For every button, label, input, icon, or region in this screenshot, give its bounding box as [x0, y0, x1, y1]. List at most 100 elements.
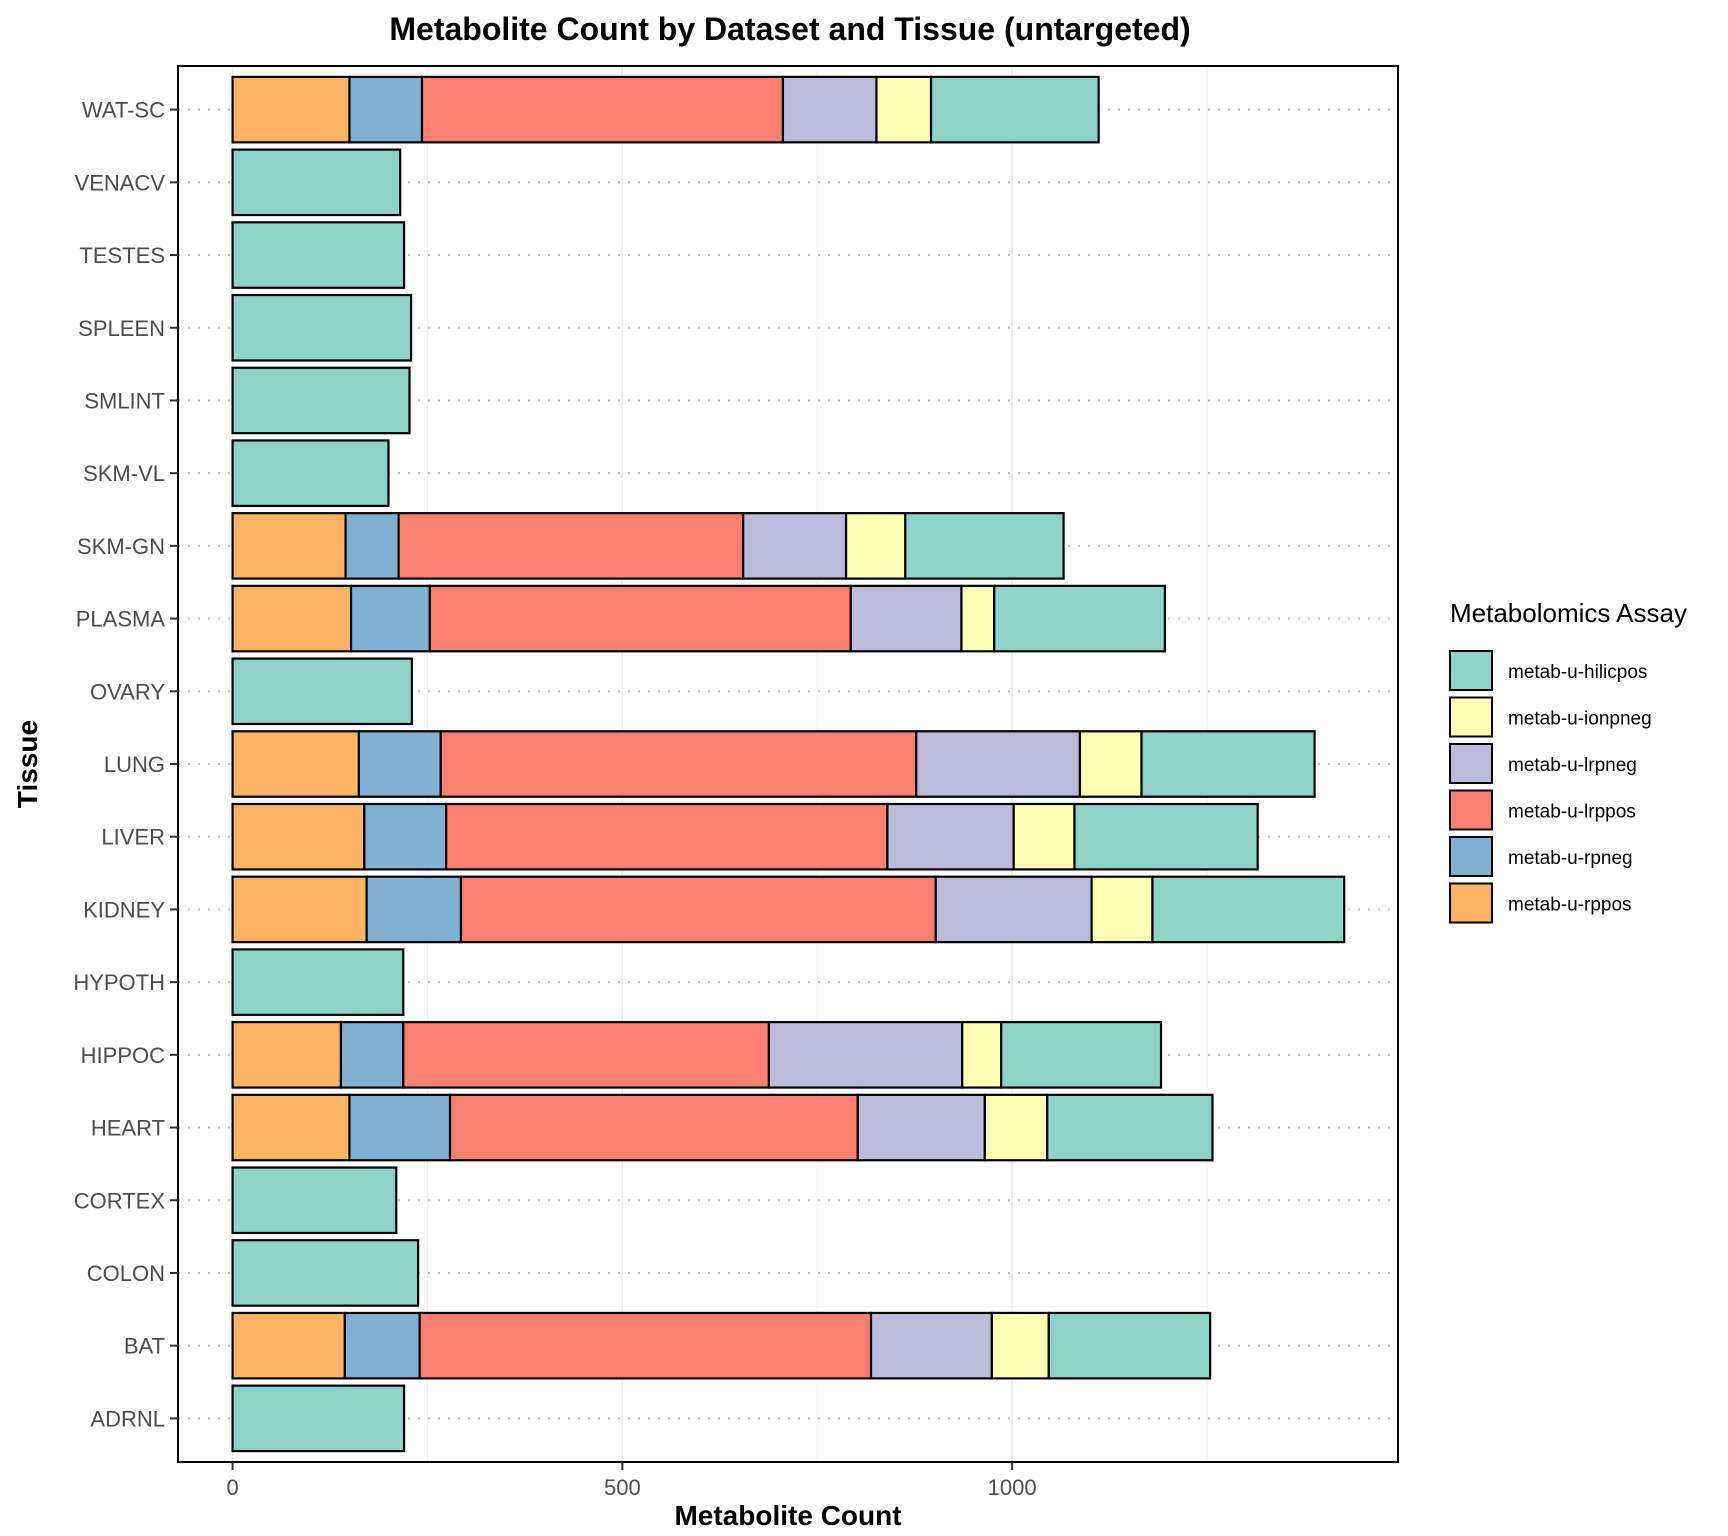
bar-segment-lung-metab-u-rppos [231, 730, 360, 798]
bar-segment-heart-metab-u-lrpneg [856, 1093, 986, 1162]
y-tick-label: PLASMA [76, 607, 166, 632]
bar-segment-kidney-metab-u-rpneg [365, 875, 463, 944]
legend-swatch-metab-u-rpneg [1449, 836, 1493, 877]
bar-segment-plasma-metab-u-hilicpos [993, 584, 1167, 653]
bar-segment-wat-sc-metab-u-lrpneg [781, 75, 878, 144]
bar-group-plasma [231, 584, 1167, 653]
bar-group-testes [231, 221, 406, 289]
bar-segment-adrnl-metab-u-hilicpos [231, 1384, 406, 1453]
chart-title: Metabolite Count by Dataset and Tissue (… [389, 11, 1190, 47]
bar-segment-hippoc-metab-u-hilicpos [1000, 1021, 1163, 1089]
y-axis-title: Tissue [12, 720, 43, 808]
legend-label-metab-u-rppos: metab-u-rppos [1508, 895, 1632, 916]
bar-segment-liver-metab-u-ionpneg [1012, 802, 1076, 871]
bar-segment-skm-gn-metab-u-rpneg [344, 512, 400, 580]
y-tick-label: LIVER [101, 825, 165, 850]
bar-segment-wat-sc-metab-u-ionpneg [875, 75, 933, 144]
bar-segment-cortex-metab-u-hilicpos [231, 1166, 398, 1235]
bar-group-lung [231, 730, 1316, 798]
bar-segment-kidney-metab-u-lrpneg [934, 875, 1093, 944]
bar-group-heart [231, 1093, 1214, 1162]
y-tick-label: CORTEX [74, 1188, 166, 1213]
bar-segment-plasma-metab-u-rppos [231, 584, 353, 653]
bar-segment-bat-metab-u-lrpneg [869, 1311, 993, 1380]
bar-segment-plasma-metab-u-lrpneg [849, 584, 963, 653]
bar-segment-lung-metab-u-hilicpos [1140, 730, 1316, 798]
bar-segment-lung-metab-u-lrpneg [915, 730, 1082, 798]
legend-label-metab-u-ionpneg: metab-u-ionpneg [1508, 709, 1652, 730]
bar-segment-colon-metab-u-hilicpos [231, 1239, 420, 1307]
bar-segment-kidney-metab-u-hilicpos [1151, 875, 1346, 944]
y-tick-label: WAT-SC [82, 98, 165, 123]
bar-group-hypoth [231, 948, 405, 1016]
bar-segment-wat-sc-metab-u-rpneg [348, 75, 424, 144]
bar-segment-bat-metab-u-ionpneg [990, 1311, 1050, 1380]
bar-segment-bat-metab-u-rppos [231, 1311, 346, 1380]
bar-group-colon [231, 1239, 420, 1307]
bar-segment-heart-metab-u-rpneg [348, 1093, 452, 1162]
bar-segment-wat-sc-metab-u-hilicpos [929, 75, 1100, 144]
bar-layer [231, 75, 1346, 1453]
legend-label-metab-u-hilicpos: metab-u-hilicpos [1508, 662, 1647, 683]
bar-segment-skm-gn-metab-u-rppos [231, 512, 347, 580]
legend-label-metab-u-lrpneg: metab-u-lrpneg [1508, 755, 1637, 776]
bar-segment-skm-gn-metab-u-hilicpos [904, 512, 1065, 580]
bar-group-adrnl [231, 1384, 406, 1453]
x-axis-title: Metabolite Count [674, 1500, 901, 1531]
bar-segment-wat-sc-metab-u-rppos [231, 75, 351, 144]
y-tick-label: SPLEEN [78, 316, 165, 341]
y-tick-label: SKM-GN [77, 534, 165, 559]
legend-label-metab-u-rpneg: metab-u-rpneg [1508, 848, 1633, 869]
y-tick-label: OVARY [90, 679, 165, 704]
bar-segment-hippoc-metab-u-lrpneg [767, 1021, 964, 1089]
legend-swatch-metab-u-ionpneg [1449, 696, 1493, 738]
bar-group-spleen [231, 293, 413, 362]
bar-segment-hippoc-metab-u-ionpneg [961, 1021, 1003, 1089]
bar-segment-bat-metab-u-hilicpos [1047, 1311, 1212, 1380]
bar-segment-bat-metab-u-rpneg [343, 1311, 421, 1380]
bar-segment-skm-gn-metab-u-lrppos [397, 512, 745, 580]
bar-segment-liver-metab-u-lrppos [445, 802, 889, 871]
y-tick-label: BAT [124, 1334, 165, 1359]
bar-segment-lung-metab-u-rpneg [357, 730, 442, 798]
y-tick-label: TESTES [79, 243, 165, 268]
y-tick-label: LUNG [104, 752, 165, 777]
bar-segment-heart-metab-u-lrppos [448, 1093, 859, 1162]
bar-segment-liver-metab-u-lrpneg [886, 802, 1015, 871]
y-tick-label: HEART [91, 1116, 165, 1141]
bar-group-bat [231, 1311, 1212, 1380]
bar-segment-plasma-metab-u-rpneg [349, 584, 431, 653]
bar-group-ovary [231, 657, 413, 726]
bar-segment-heart-metab-u-ionpneg [983, 1093, 1049, 1162]
bar-segment-hippoc-metab-u-rpneg [339, 1021, 405, 1089]
bar-segment-kidney-metab-u-ionpneg [1090, 875, 1154, 944]
y-axis: WAT-SC VENACV TESTES SPLEEN SMLINT SKM-VL SKM-… [73, 98, 178, 1431]
bar-segment-lung-metab-u-lrppos [439, 730, 918, 798]
bar-segment-heart-metab-u-hilicpos [1046, 1093, 1214, 1162]
bar-segment-skm-gn-metab-u-ionpneg [844, 512, 907, 580]
bar-group-liver [231, 802, 1259, 871]
y-tick-label: SMLINT [84, 388, 165, 413]
y-tick-label: COLON [87, 1261, 165, 1286]
y-tick-label: KIDNEY [83, 897, 165, 922]
legend-title: Metabolomics Assay [1450, 598, 1687, 628]
legend-swatch-metab-u-rppos [1449, 882, 1493, 924]
bar-segment-liver-metab-u-rpneg [363, 802, 448, 871]
bar-segment-bat-metab-u-lrppos [418, 1311, 873, 1380]
x-tick-label: 0 [226, 1475, 238, 1500]
bar-segment-venacv-metab-u-hilicpos [231, 148, 402, 217]
bar-group-kidney [231, 875, 1346, 944]
bar-segment-heart-metab-u-rppos [231, 1093, 351, 1162]
bar-group-skm-vl [231, 439, 390, 507]
bar-group-venacv [231, 148, 402, 217]
bar-segment-plasma-metab-u-lrppos [428, 584, 852, 653]
bar-group-hippoc [231, 1021, 1163, 1089]
bar-segment-liver-metab-u-hilicpos [1073, 802, 1259, 871]
bar-segment-hypoth-metab-u-hilicpos [231, 948, 405, 1016]
bar-segment-kidney-metab-u-rppos [231, 875, 368, 944]
x-tick-label: 500 [604, 1475, 641, 1500]
bar-group-cortex [231, 1166, 398, 1235]
bar-segment-testes-metab-u-hilicpos [231, 221, 406, 289]
bar-segment-skm-vl-metab-u-hilicpos [231, 439, 390, 507]
